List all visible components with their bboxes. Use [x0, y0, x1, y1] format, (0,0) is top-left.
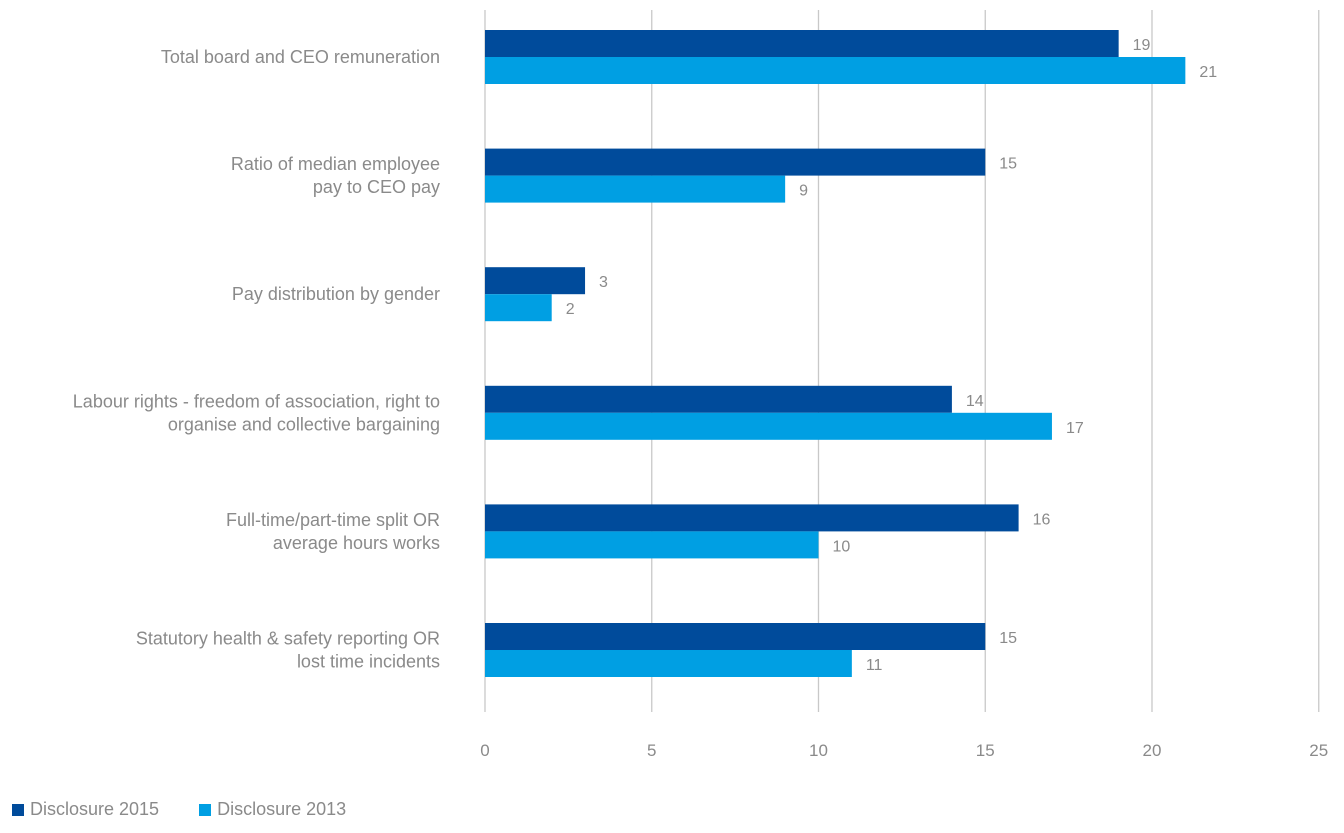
data-label: 15: [999, 156, 1017, 173]
category-label: Pay distribution by gender: [232, 284, 440, 304]
bar-disclosure-2013: [485, 650, 852, 677]
bar-disclosure-2015: [485, 504, 1019, 532]
x-tick-label: 15: [976, 741, 995, 760]
bar-disclosure-2013: [485, 175, 786, 203]
bar-chart: Total board and CEO remuneration Ratio of…: [73, 10, 1328, 760]
category-labels: Total board and CEO remuneration Ratio of…: [73, 47, 440, 672]
data-label: 19: [1133, 37, 1151, 54]
legend-item-2015: Disclosure 2015: [12, 799, 159, 820]
data-label: 10: [833, 538, 851, 555]
legend: Disclosure 2015 Disclosure 2013: [12, 799, 346, 820]
x-tick-label: 25: [1309, 741, 1328, 760]
category-label: Full-time/part-time split OR: [226, 510, 440, 530]
data-label: 14: [966, 393, 984, 410]
bars: [485, 30, 1186, 677]
category-label: pay to CEO pay: [313, 177, 440, 197]
bar-disclosure-2013: [485, 531, 819, 559]
category-label: Total board and CEO remuneration: [161, 47, 440, 67]
bar-disclosure-2013: [485, 294, 552, 322]
bar-disclosure-2015: [485, 385, 952, 413]
x-axis-tick-labels: 0 5 10 15 20 25: [480, 741, 1328, 760]
data-label: 2: [566, 301, 575, 318]
data-label: 3: [599, 274, 608, 291]
legend-item-2013: Disclosure 2013: [199, 799, 346, 820]
bar-disclosure-2015: [485, 267, 586, 295]
category-label: lost time incidents: [297, 652, 440, 672]
category-label: Ratio of median employee: [231, 154, 440, 174]
category-label: Labour rights - freedom of association, …: [73, 391, 440, 411]
category-label: organise and collective bargaining: [168, 414, 440, 434]
legend-swatch-2013: [199, 803, 212, 816]
data-label: 11: [866, 657, 883, 674]
bar-disclosure-2015: [485, 623, 986, 650]
bar-disclosure-2015: [485, 148, 986, 176]
x-tick-label: 10: [809, 741, 828, 760]
x-tick-label: 20: [1143, 741, 1162, 760]
bar-disclosure-2013: [485, 57, 1186, 84]
bar-disclosure-2013: [485, 412, 1052, 440]
data-label: 21: [1199, 64, 1217, 81]
data-label: 15: [999, 630, 1017, 647]
data-label: 16: [1033, 511, 1051, 528]
legend-label-2013: Disclosure 2013: [217, 799, 347, 819]
gridlines: [484, 10, 1320, 712]
category-label: Statutory health & safety reporting OR: [136, 629, 440, 649]
data-label: 17: [1066, 420, 1084, 437]
category-label: average hours works: [273, 533, 440, 553]
x-tick-label: 5: [647, 741, 656, 760]
legend-swatch-2015: [12, 803, 24, 816]
data-label: 9: [799, 183, 808, 200]
x-tick-label: 0: [480, 741, 489, 760]
legend-label-2015: Disclosure 2015: [30, 799, 160, 819]
bar-disclosure-2015: [485, 30, 1119, 57]
data-labels: 19 21 15 9 3 2 14 17 16 10 15 11: [566, 37, 1218, 674]
